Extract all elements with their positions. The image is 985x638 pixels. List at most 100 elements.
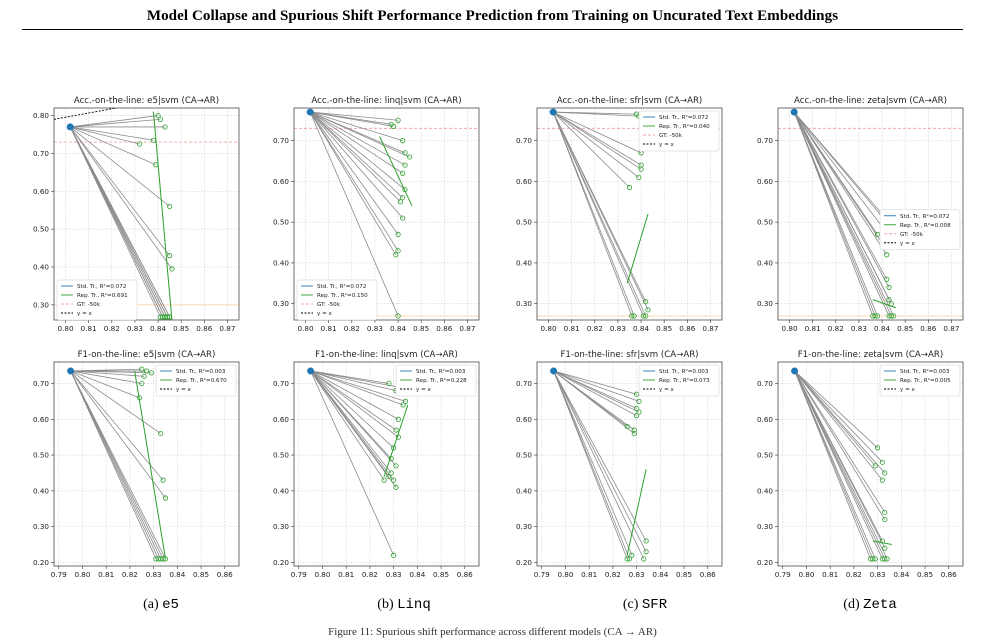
connection-line — [793, 111, 885, 247]
rep-point — [393, 427, 399, 433]
connection-line — [793, 111, 890, 288]
x-tick-label: 0.83 — [851, 324, 867, 333]
legend-label: Std. Tr., R²=0.072 — [659, 114, 708, 121]
y-tick-label: 0.20 — [757, 558, 773, 567]
connection-line — [794, 370, 886, 520]
connection-line — [70, 370, 145, 377]
rep-point — [645, 307, 651, 313]
y-tick-label: 0.30 — [757, 522, 773, 531]
plot-area — [306, 108, 413, 319]
rep-point — [402, 162, 408, 168]
x-tick-label: 0.80 — [557, 570, 573, 579]
connection-line — [794, 370, 886, 474]
rep-point — [879, 459, 885, 465]
plot-area — [67, 366, 169, 562]
connection-line — [310, 370, 399, 438]
connection-line — [794, 370, 886, 513]
rep-regression-line — [626, 213, 649, 284]
plot-frame — [536, 107, 723, 321]
legend: Std. Tr., R²=0.003 Rep. Tr., R²=0.073 y = … — [638, 364, 720, 397]
connection-line — [553, 370, 637, 395]
x-tick-label: 0.86 — [679, 324, 695, 333]
x-tick-label: 0.85 — [917, 570, 933, 579]
legend-label: y = x — [659, 142, 675, 148]
rep-point — [891, 313, 897, 319]
legend: Std. Tr., R²=0.072 Rep. Tr., R²=0.040 GT: … — [638, 110, 720, 152]
chart-title: F1-on-the-line: e5|svm (CA→AR) — [78, 350, 216, 360]
rep-point — [872, 463, 878, 469]
rep-point — [388, 456, 394, 462]
connection-line — [793, 111, 874, 317]
rep-point — [157, 314, 163, 320]
legend-label: Std. Tr., R²=0.003 — [416, 368, 466, 375]
caption-label: (c) — [622, 597, 639, 612]
legend-box — [56, 279, 138, 321]
caption-label: (b) — [377, 597, 394, 612]
connection-line — [70, 126, 156, 166]
rep-point — [624, 423, 630, 430]
x-tick-label: 0.80 — [74, 570, 90, 579]
legend-label: Rep. Tr., R²=0.670 — [176, 377, 227, 384]
rep-point — [395, 248, 401, 254]
rep-point — [400, 195, 406, 201]
y-tick-label: 0.80 — [33, 111, 49, 120]
plot-frame — [777, 107, 964, 321]
legend-label: Rep. Tr., R²=0.040 — [659, 123, 710, 130]
std-point — [550, 367, 558, 375]
x-tick-label: 0.84 — [150, 324, 166, 333]
y-tick-label: 0.50 — [757, 218, 773, 227]
std-point — [791, 367, 799, 375]
y-tick-label: 0.40 — [33, 263, 49, 272]
rep-point — [634, 405, 640, 412]
rep-point — [634, 413, 640, 419]
rep-point — [391, 552, 397, 558]
connection-line — [553, 370, 628, 559]
connection-line — [553, 370, 640, 402]
legend-label: y = x — [900, 387, 916, 393]
connection-line — [553, 111, 639, 117]
rep-point — [400, 402, 406, 408]
rep-point — [643, 538, 649, 544]
rep-point — [407, 154, 413, 160]
chart-panel-0: Acc.-on-the-line: e5|svm (CA→AR) 0.80 0.81… — [33, 96, 240, 333]
x-tick-label: 0.85 — [656, 324, 672, 333]
std-point — [306, 108, 314, 116]
x-tick-label: 0.82 — [587, 324, 603, 333]
rep-point — [402, 398, 409, 404]
connection-line — [310, 111, 394, 127]
legend: Std. Tr., R²=0.072 Rep. Tr., R²=0.691 GT: … — [56, 279, 138, 321]
legend: Std. Tr., R²=0.072 Rep. Tr., R²=0.008 GT: … — [879, 209, 961, 251]
rep-point — [381, 477, 387, 483]
std-point — [307, 367, 315, 375]
rep-point — [884, 252, 890, 258]
x-tick-label: 0.84 — [169, 570, 185, 579]
connection-line — [70, 370, 140, 399]
rep-point — [141, 373, 147, 379]
rep-point — [640, 313, 646, 319]
rep-point — [395, 117, 401, 123]
x-tick-label: 0.81 — [564, 324, 580, 333]
connection-line — [793, 111, 894, 317]
connection-line — [553, 370, 640, 413]
connection-line — [552, 111, 642, 166]
rep-point — [631, 313, 637, 319]
rep-regression-line — [872, 540, 892, 546]
x-tick-label: 0.81 — [805, 324, 821, 333]
rep-point — [641, 556, 647, 562]
x-tick-label: 0.87 — [943, 324, 959, 333]
legend-box — [155, 364, 237, 397]
y-tick-label: 0.40 — [516, 258, 532, 267]
connection-line — [70, 370, 161, 434]
x-tick-label: 0.82 — [122, 570, 138, 579]
legend-label: GT: -50k — [659, 133, 683, 139]
legend-label: Rep. Tr., R²=0.150 — [317, 292, 368, 299]
chart-panel-2: Acc.-on-the-line: sfr|svm (CA→AR) 0.80 0.8… — [516, 96, 723, 333]
legend-label: Std. Tr., R²=0.003 — [176, 368, 226, 375]
x-tick-label: 0.84 — [633, 324, 649, 333]
rep-point — [395, 313, 401, 319]
legend-box — [395, 364, 477, 397]
paper-title: Model Collapse and Spurious Shift Perfor… — [146, 8, 839, 24]
legend-label: Std. Tr., R²=0.072 — [900, 213, 949, 220]
y-tick-label: 0.30 — [757, 299, 773, 308]
x-tick-label: 0.82 — [104, 324, 120, 333]
